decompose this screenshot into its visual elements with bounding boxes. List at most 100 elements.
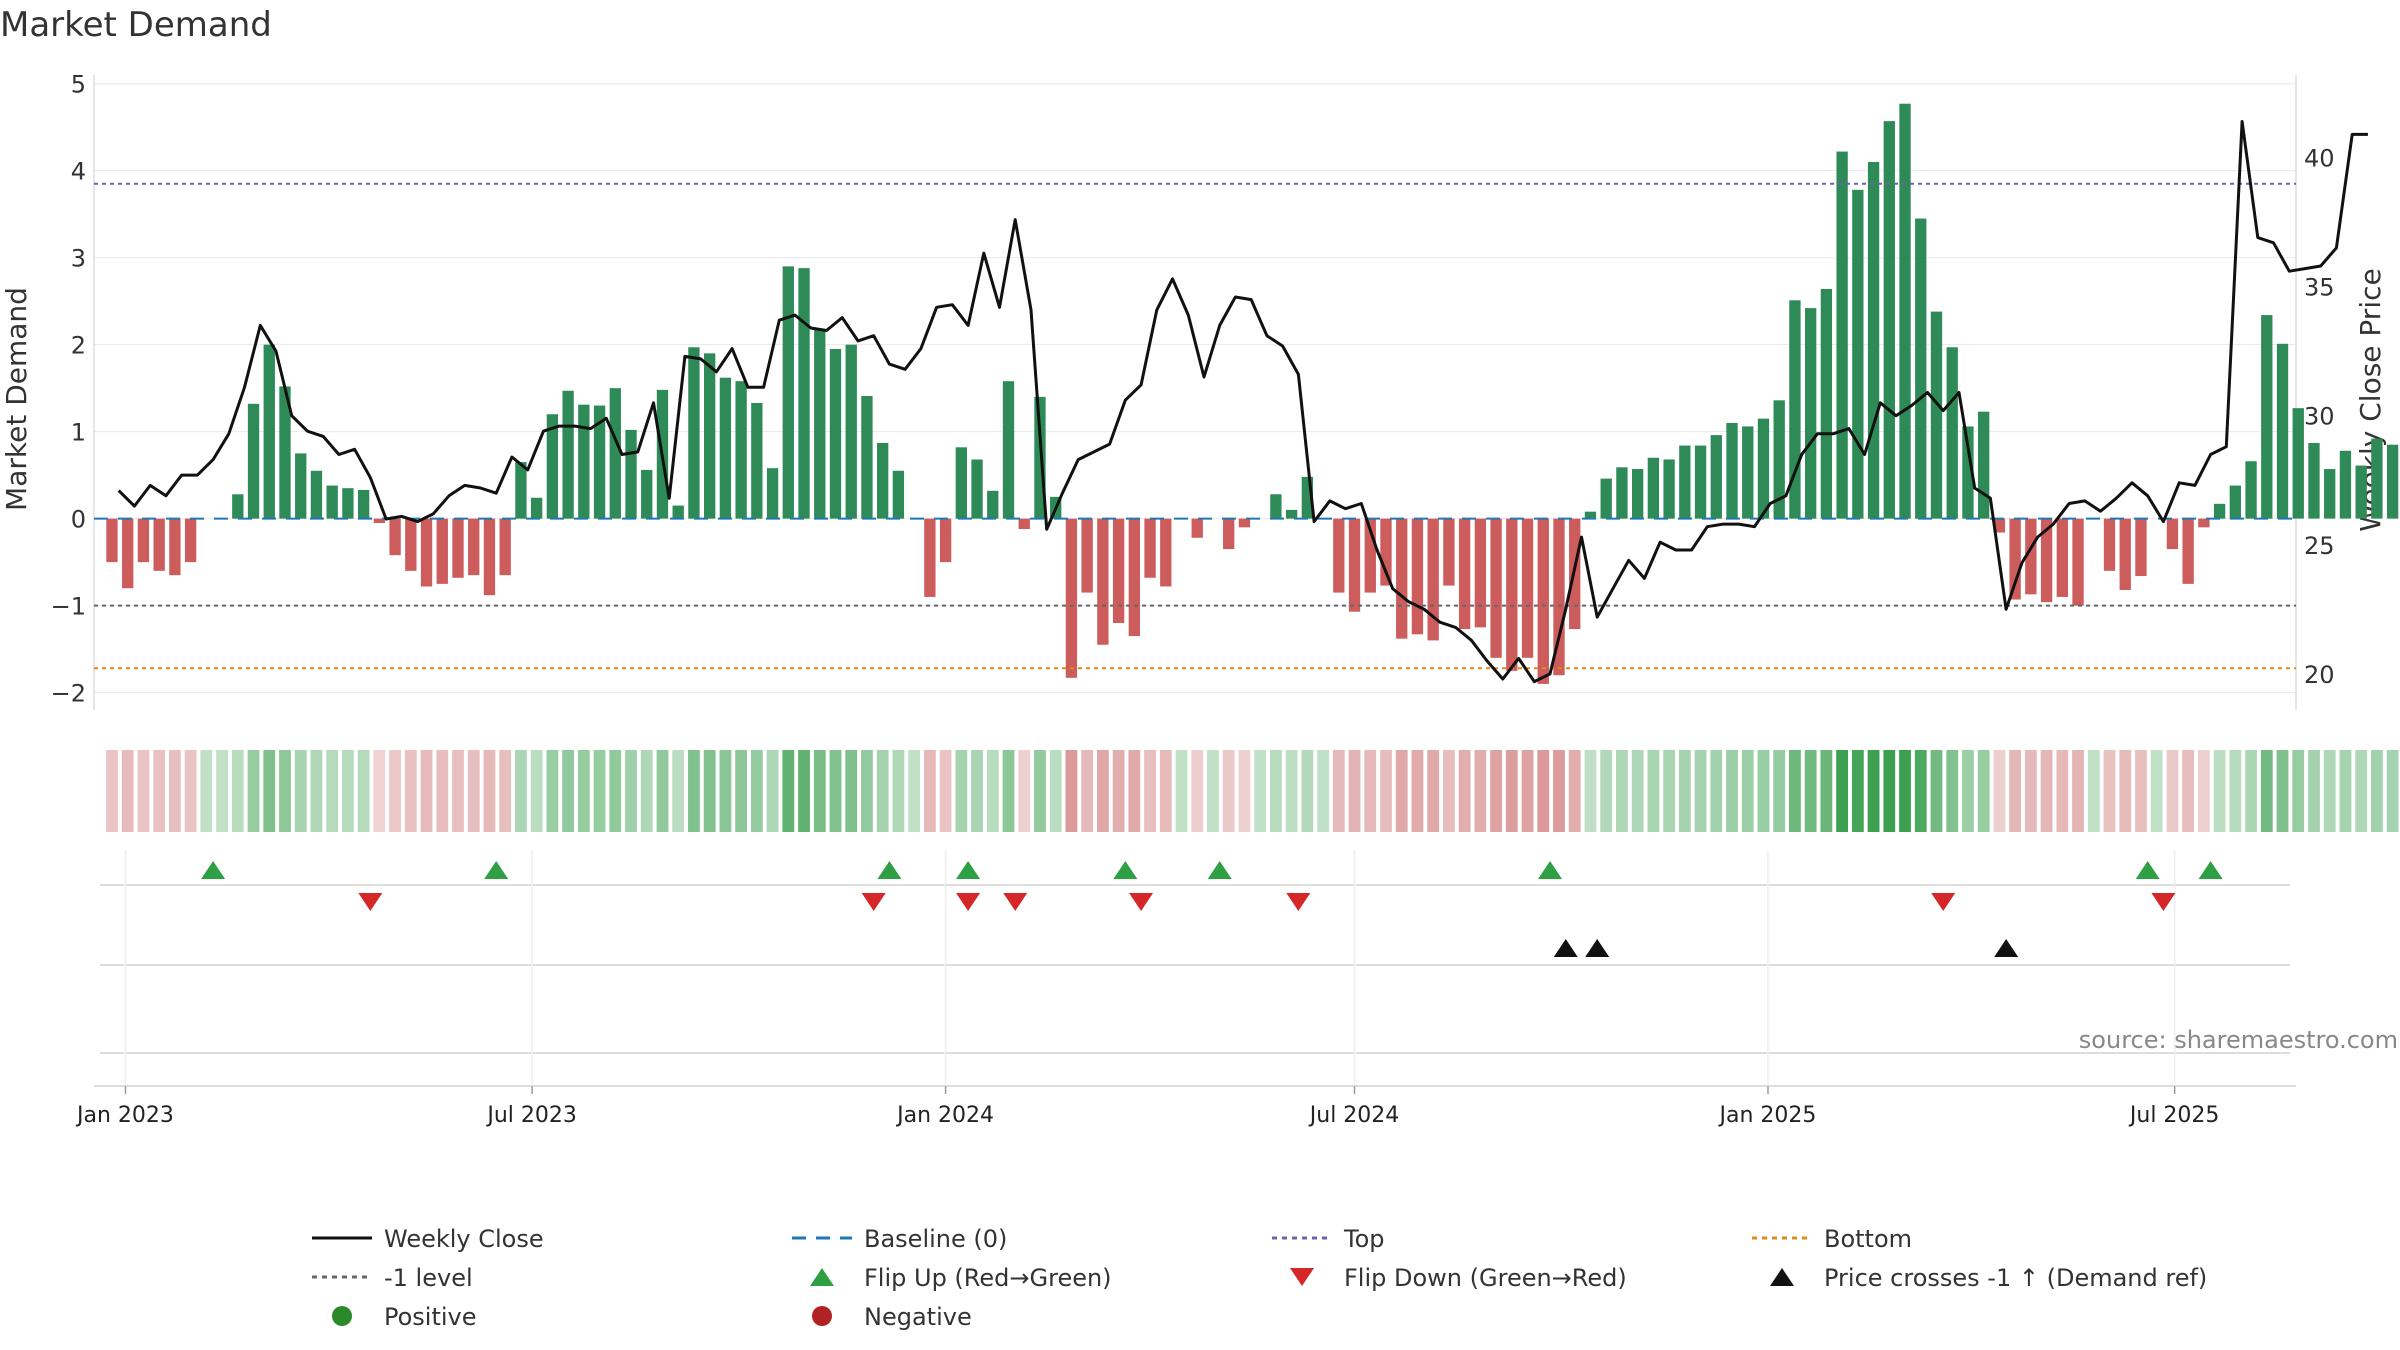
heat-cell [2040,750,2053,832]
legend-label-bottom: Bottom [1824,1225,1912,1253]
bar-positive [845,344,857,519]
bar-negative [153,518,165,571]
bar-negative [1993,518,2006,533]
bar-positive [688,347,700,519]
bar-positive [1820,288,1833,519]
legend-swatch-flip-up-red-green [810,1268,834,1286]
heat-cell [2166,750,2179,832]
source-caption: source: sharemaestro.com [2079,1026,2398,1054]
heat-cell [2024,750,2037,832]
bar-negative [1474,518,1487,628]
bar-negative [1097,518,1109,645]
flip-down-marker [1003,893,1028,911]
bar-positive [1285,509,1298,519]
heat-cell [577,750,590,832]
bar-positive [861,395,873,519]
heat-cell [2370,750,2383,832]
bar-negative [2119,518,2131,590]
bar-negative [1348,518,1361,612]
heat-cell [373,750,386,832]
legend-swatch-positive [332,1306,352,1326]
heat-cell [404,750,417,832]
bar-positive [2308,442,2320,519]
bar-positive [1631,469,1644,519]
legend-swatch-negative [812,1306,832,1326]
bar-negative [1411,518,1424,635]
y-tick-label: 2 [71,332,86,360]
heat-cell [1505,750,1518,832]
bar-negative [1537,518,1549,684]
bar-positive [1584,511,1597,519]
bar-positive [672,505,684,519]
bar-positive [625,429,637,519]
heat-cell [971,750,983,832]
y-tick-label: 3 [71,245,86,273]
legend-label-price-crosses-1-demand-ref: Price crosses -1 ↑ (Demand ref) [1824,1264,2207,1292]
heat-cell [766,750,779,832]
bar-negative [1081,518,1093,593]
heat-cell [1427,750,1440,832]
bar-positive [2245,461,2257,519]
heat-cell [1820,750,1833,832]
demand-bars [106,103,2399,684]
bar-positive [1710,435,1722,519]
heat-cell [452,750,464,832]
bar-negative [483,518,496,596]
heat-cell [216,750,228,832]
legend: Weekly Close Baseline (0) Top Bottom -1 leve… [312,1225,2207,1331]
heat-cell [1914,750,1927,832]
bar-positive [766,468,779,519]
bar-positive [562,390,574,519]
bar-positive [2324,469,2336,519]
heat-cell [231,750,244,832]
bar-positive [2355,465,2367,519]
flip-up-marker [2135,861,2160,879]
flip-up-marker [484,861,509,879]
heat-cell [483,750,496,832]
heat-cell [530,750,543,832]
heat-cell [1851,750,1864,832]
heat-cell [1600,750,1613,832]
heat-cell [357,750,370,832]
heat-cell [2292,750,2305,832]
bar-positive [357,489,370,519]
x-tick-label: Jul 2024 [1308,1103,1400,1128]
bar-negative [939,518,952,563]
bar-negative [169,518,181,576]
heat-cell [310,750,323,832]
flip-down-marker [1931,893,1956,911]
heat-cell [1962,750,1974,832]
bar-positive [751,402,763,519]
heat-cell [294,750,307,832]
heat-cell [279,750,291,832]
bar-positive [1679,445,1691,519]
legend-label-flip-up-red-green: Flip Up (Red→Green) [864,1264,1112,1292]
legend-label-1-level: -1 level [384,1264,473,1292]
bar-positive [1647,457,1660,519]
bar-positive [1789,300,1801,519]
heat-cell [1238,750,1251,832]
heat-cell [593,750,606,832]
heat-cell [2072,750,2084,832]
bar-positive [609,388,621,519]
bar-positive [798,268,810,519]
heat-cell [1930,750,1943,832]
heat-cell [1222,750,1235,832]
bar-positive [546,414,559,519]
bar-negative [1160,518,1172,587]
heat-cell [1317,750,1329,832]
heat-cell [1144,750,1156,832]
heat-cell [326,750,339,832]
heat-cell [2339,750,2352,832]
y-tick-label: 0 [71,506,86,534]
bar-negative [1065,518,1078,678]
bar-positive [1002,381,1015,519]
heat-cell [1002,750,1015,832]
grid [93,75,2297,710]
heat-cell [1364,750,1377,832]
bar-positive [2276,343,2289,519]
bar-negative [1144,518,1156,578]
heat-cell [672,750,685,832]
bar-positive [1270,494,1282,519]
